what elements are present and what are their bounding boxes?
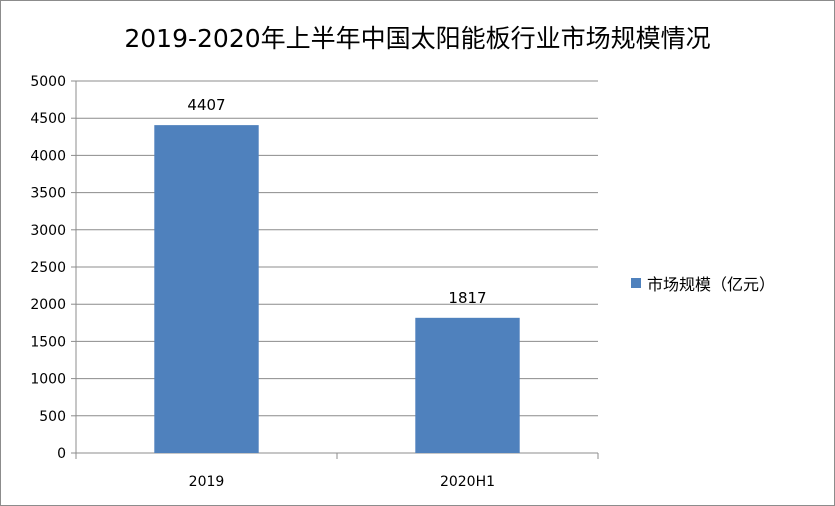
y-tick-label: 500	[39, 409, 66, 425]
legend: 市场规模（亿元）	[631, 271, 775, 295]
y-tick-label: 4000	[30, 148, 66, 164]
x-tick-label: 2020H1	[440, 474, 495, 490]
y-tick-label: 3000	[30, 223, 66, 239]
data-label: 1817	[448, 289, 486, 307]
legend-label: 市场规模（亿元）	[647, 275, 776, 294]
y-tick-label: 4500	[30, 111, 66, 127]
y-tick-label: 2000	[30, 297, 66, 313]
bar	[154, 125, 259, 453]
data-label: 4407	[187, 96, 225, 114]
y-tick-label: 0	[57, 446, 66, 462]
y-tick-label: 5000	[30, 74, 66, 90]
y-tick-label: 1000	[30, 372, 66, 388]
x-tick-label: 2019	[189, 474, 225, 490]
legend-swatch	[631, 278, 641, 288]
chart-title: 2019-2020年上半年中国太阳能板行业市场规模情况	[124, 24, 711, 53]
y-tick-label: 3500	[30, 186, 66, 202]
bar	[415, 317, 520, 453]
y-tick-label: 2500	[30, 260, 66, 276]
y-tick-label: 1500	[30, 334, 66, 350]
